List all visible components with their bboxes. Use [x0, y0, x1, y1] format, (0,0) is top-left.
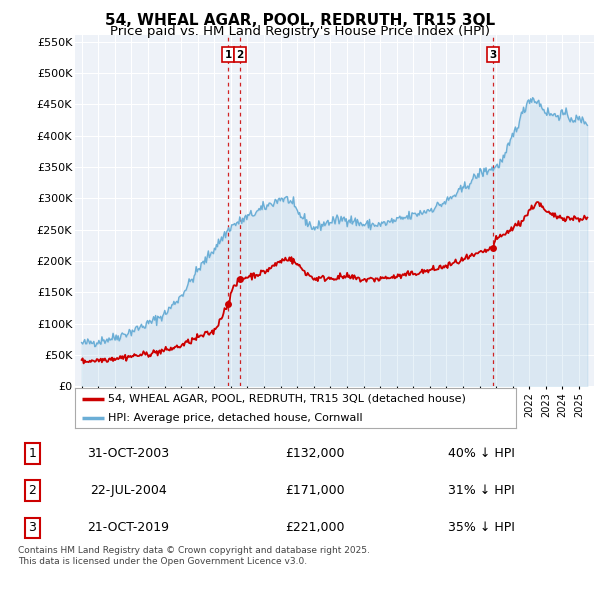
Text: 40% ↓ HPI: 40% ↓ HPI — [449, 447, 515, 460]
Text: 35% ↓ HPI: 35% ↓ HPI — [449, 521, 515, 535]
Text: 1: 1 — [224, 50, 232, 60]
Text: 31-OCT-2003: 31-OCT-2003 — [88, 447, 169, 460]
Text: 2: 2 — [236, 50, 244, 60]
Text: £221,000: £221,000 — [285, 521, 344, 535]
Text: HPI: Average price, detached house, Cornwall: HPI: Average price, detached house, Corn… — [108, 413, 362, 422]
Text: £132,000: £132,000 — [285, 447, 344, 460]
Text: 2: 2 — [28, 484, 37, 497]
Text: Price paid vs. HM Land Registry's House Price Index (HPI): Price paid vs. HM Land Registry's House … — [110, 25, 490, 38]
Text: £171,000: £171,000 — [285, 484, 344, 497]
Text: 1: 1 — [28, 447, 37, 460]
Text: 54, WHEAL AGAR, POOL, REDRUTH, TR15 3QL (detached house): 54, WHEAL AGAR, POOL, REDRUTH, TR15 3QL … — [108, 394, 466, 404]
Text: Contains HM Land Registry data © Crown copyright and database right 2025.
This d: Contains HM Land Registry data © Crown c… — [18, 546, 370, 566]
Text: 31% ↓ HPI: 31% ↓ HPI — [449, 484, 515, 497]
Text: 54, WHEAL AGAR, POOL, REDRUTH, TR15 3QL: 54, WHEAL AGAR, POOL, REDRUTH, TR15 3QL — [105, 13, 495, 28]
Text: 3: 3 — [489, 50, 496, 60]
Text: 22-JUL-2004: 22-JUL-2004 — [90, 484, 167, 497]
Text: 21-OCT-2019: 21-OCT-2019 — [88, 521, 169, 535]
Text: 3: 3 — [28, 521, 37, 535]
